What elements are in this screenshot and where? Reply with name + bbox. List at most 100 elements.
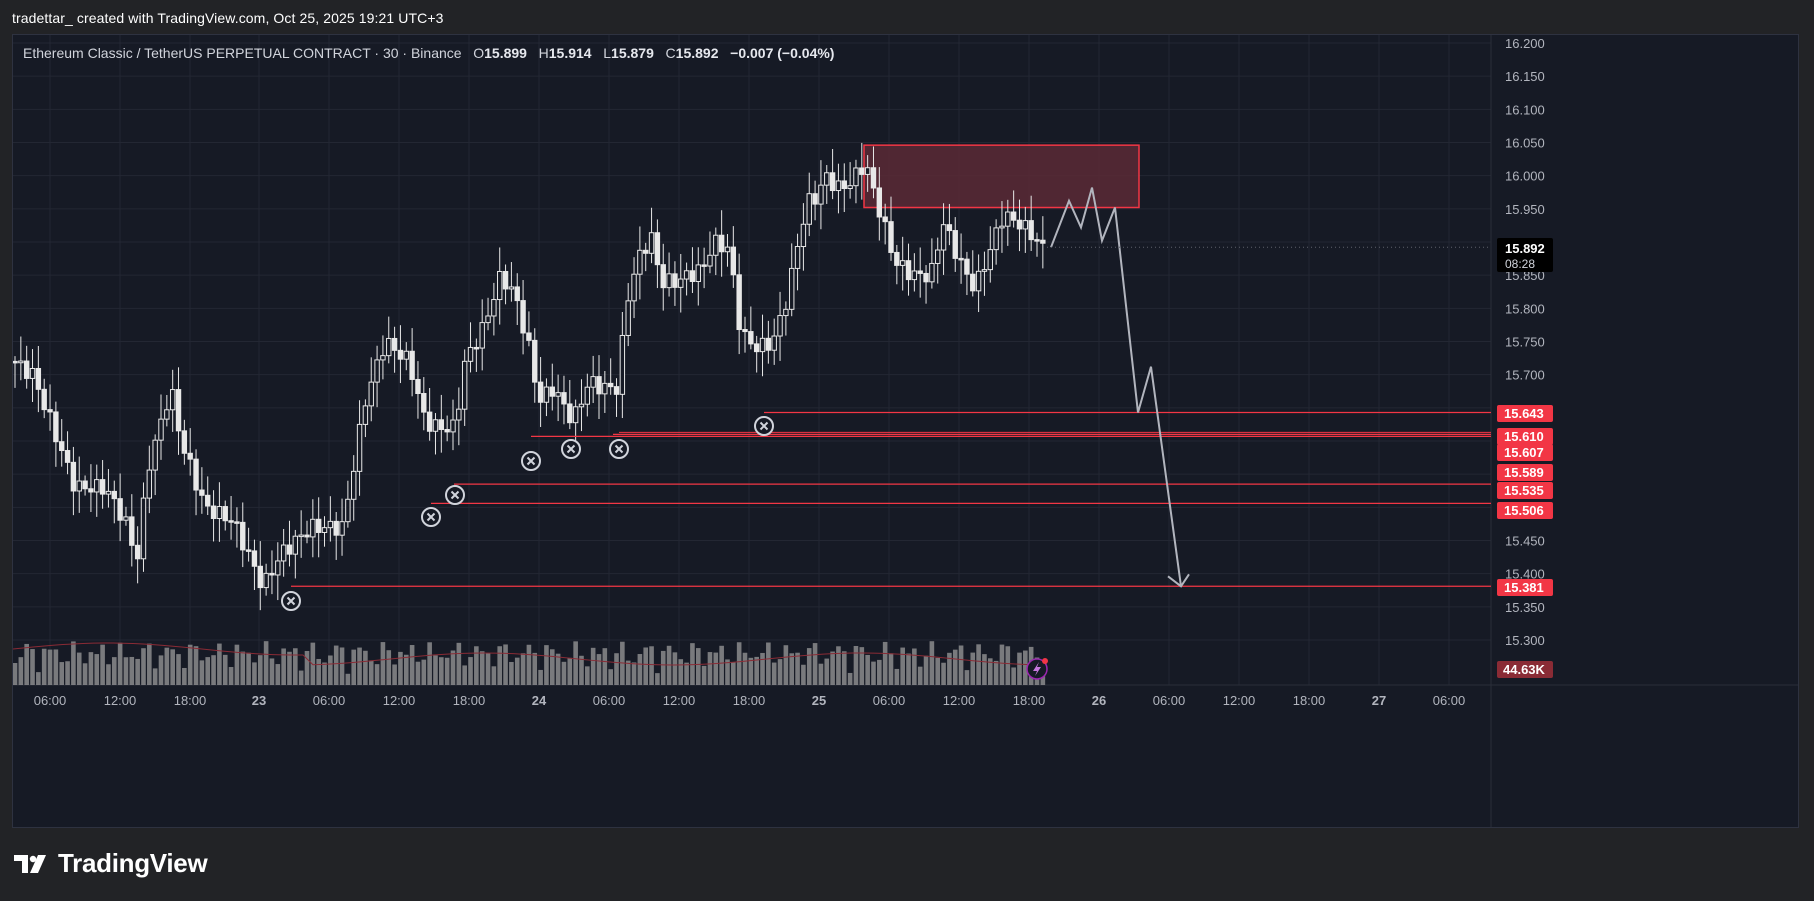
volume-bar xyxy=(766,642,771,685)
candle xyxy=(29,367,36,379)
candle xyxy=(975,270,982,292)
candle xyxy=(391,337,398,351)
volume-bar xyxy=(900,647,905,685)
volume-bar xyxy=(211,655,216,685)
candle xyxy=(1022,220,1029,230)
close-icon xyxy=(566,444,576,454)
candle xyxy=(228,520,234,523)
volume-bar xyxy=(1017,652,1022,685)
candle xyxy=(415,378,421,395)
candle xyxy=(929,262,935,283)
level-price-label: 15.610 xyxy=(1504,429,1544,444)
volume-bar xyxy=(993,660,999,685)
volume-bar xyxy=(106,664,111,685)
candle xyxy=(882,216,888,223)
candle xyxy=(82,480,88,490)
candle xyxy=(64,450,71,463)
volume-bar xyxy=(923,655,929,685)
candle xyxy=(876,187,883,218)
candle xyxy=(1010,211,1017,221)
time-tick-label: 23 xyxy=(252,693,266,708)
candle xyxy=(432,419,439,432)
candle xyxy=(199,489,205,496)
volume-bar xyxy=(193,646,199,685)
volume-bar xyxy=(310,642,316,685)
volume-bar xyxy=(409,645,415,685)
supply-zone[interactable] xyxy=(863,144,1140,209)
time-tick-label: 18:00 xyxy=(174,693,207,708)
volume-bar xyxy=(368,660,374,685)
candle xyxy=(695,264,701,282)
candle xyxy=(981,269,988,272)
price-tick-label: 15.350 xyxy=(1505,600,1545,615)
candle xyxy=(380,355,386,361)
candle xyxy=(99,479,106,495)
symbol-title: Ethereum Classic / TetherUS PERPETUAL CO… xyxy=(23,45,462,61)
time-tick-label: 06:00 xyxy=(1433,693,1466,708)
candle xyxy=(999,225,1005,229)
volume-bar xyxy=(152,668,158,685)
volume-bar xyxy=(497,646,503,685)
candle xyxy=(911,270,918,281)
volume-bar xyxy=(293,648,298,685)
volume-bar xyxy=(182,667,187,685)
candle xyxy=(479,322,485,349)
volume-bar xyxy=(771,662,777,685)
candle xyxy=(76,480,82,492)
candle xyxy=(374,359,380,383)
volume-bar xyxy=(532,652,538,685)
candle xyxy=(894,251,900,266)
volume-bar xyxy=(328,655,333,685)
volume-bar xyxy=(958,645,964,685)
candle xyxy=(280,544,287,562)
candle xyxy=(812,193,818,205)
candle xyxy=(561,392,567,405)
candle xyxy=(537,381,544,403)
volume-bar xyxy=(462,665,467,685)
candle xyxy=(543,386,550,403)
time-tick-label: 12:00 xyxy=(104,693,137,708)
volume-bar xyxy=(935,657,941,685)
candle xyxy=(240,521,246,551)
candle xyxy=(567,403,573,424)
time-tick-label: 12:00 xyxy=(383,693,416,708)
candle xyxy=(450,419,456,433)
candle xyxy=(403,350,409,360)
candle xyxy=(310,518,316,538)
projection-path[interactable] xyxy=(1050,187,1182,587)
candle xyxy=(666,273,672,289)
candle xyxy=(625,300,631,336)
tradingview-logo-icon xyxy=(14,854,46,873)
candle xyxy=(461,360,468,410)
time-tick-label: 27 xyxy=(1372,693,1386,708)
candle xyxy=(648,232,655,254)
price-tick-label: 15.300 xyxy=(1505,633,1545,648)
candle xyxy=(596,376,602,395)
volume-bar xyxy=(263,641,269,685)
price-tick-label: 15.450 xyxy=(1505,534,1545,549)
candle xyxy=(245,549,252,552)
volume-bar xyxy=(123,657,129,685)
high-value: 15.914 xyxy=(548,45,592,61)
price-chart[interactable]: 16.200 16.150 16.100 16.050 16.000 15.950 15.8… xyxy=(13,35,1798,827)
level-price-label: 15.589 xyxy=(1504,465,1544,480)
volume-bar xyxy=(538,669,543,685)
volume-bar xyxy=(801,664,806,685)
candle xyxy=(105,490,112,495)
volume-bar xyxy=(76,652,82,685)
candle xyxy=(333,520,339,536)
volume-bar xyxy=(999,644,1005,685)
price-tick-label: 15.700 xyxy=(1505,368,1545,383)
candle xyxy=(923,272,929,283)
tradingview-logo[interactable]: TradingView xyxy=(14,848,208,879)
candle xyxy=(607,382,614,388)
volume-bar xyxy=(853,645,859,685)
candle xyxy=(672,273,678,288)
volume-bar xyxy=(952,649,958,685)
price-tick-label: 15.400 xyxy=(1505,567,1545,582)
candle xyxy=(251,550,258,567)
time-tick-label: 18:00 xyxy=(733,693,766,708)
candle xyxy=(964,258,970,275)
chart-frame[interactable]: 16.200 16.150 16.100 16.050 16.000 15.950 15.8… xyxy=(12,34,1799,828)
volume-bar xyxy=(649,646,654,685)
